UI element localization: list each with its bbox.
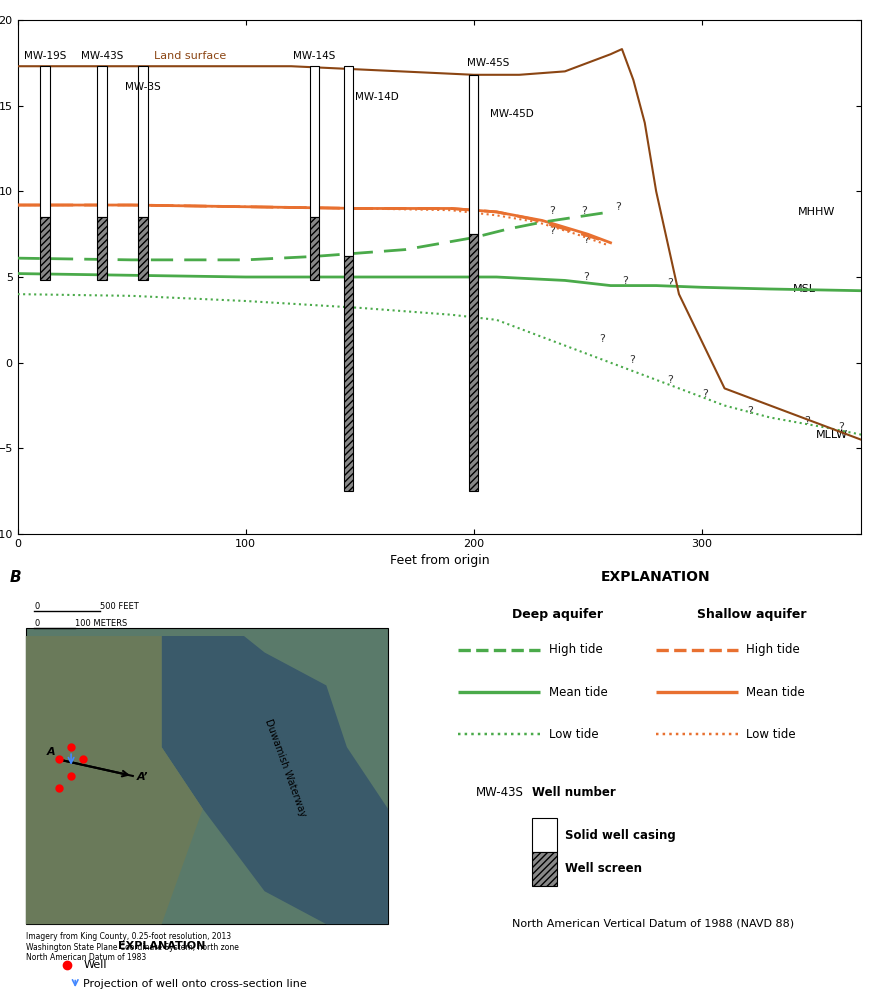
FancyBboxPatch shape <box>531 852 556 885</box>
Text: ?: ? <box>628 354 634 364</box>
Text: B: B <box>10 570 21 585</box>
Text: ?: ? <box>582 272 588 282</box>
Text: ?: ? <box>803 416 810 426</box>
Text: EXPLANATION: EXPLANATION <box>600 570 709 584</box>
Text: ?: ? <box>549 227 554 237</box>
Text: MW-45D: MW-45D <box>489 110 533 120</box>
Bar <box>97 66 106 217</box>
Text: ?: ? <box>701 389 707 399</box>
Bar <box>469 235 478 491</box>
Text: Well: Well <box>83 960 107 970</box>
Text: ?: ? <box>838 421 844 431</box>
FancyBboxPatch shape <box>531 818 556 852</box>
Text: Low tide: Low tide <box>548 728 598 741</box>
Text: ?: ? <box>746 406 752 416</box>
Text: A: A <box>47 748 55 757</box>
Text: A’: A’ <box>137 772 148 782</box>
Text: 500 FEET: 500 FEET <box>100 603 139 612</box>
Text: ?: ? <box>580 206 587 216</box>
Text: Low tide: Low tide <box>745 728 795 741</box>
Text: MW-43S: MW-43S <box>476 786 523 799</box>
Bar <box>309 217 318 280</box>
Text: 0: 0 <box>34 619 40 628</box>
Text: 0: 0 <box>34 603 40 612</box>
Text: Well number: Well number <box>531 786 615 799</box>
Text: ?: ? <box>582 235 588 245</box>
Text: ?: ? <box>615 203 620 213</box>
Bar <box>469 217 478 280</box>
Bar <box>343 66 352 256</box>
Text: Deep aquifer: Deep aquifer <box>511 608 601 621</box>
Text: High tide: High tide <box>548 644 601 657</box>
Bar <box>97 217 106 280</box>
Text: Land surface: Land surface <box>155 51 227 61</box>
Text: ?: ? <box>599 334 604 344</box>
Bar <box>469 75 478 235</box>
Bar <box>309 66 318 217</box>
Text: MW-19S: MW-19S <box>24 51 66 61</box>
Bar <box>139 217 148 280</box>
Bar <box>139 66 148 217</box>
Bar <box>40 217 49 280</box>
Text: MW-14S: MW-14S <box>292 51 335 61</box>
Text: ?: ? <box>666 375 673 385</box>
Text: Mean tide: Mean tide <box>745 686 804 699</box>
Polygon shape <box>162 636 387 924</box>
FancyBboxPatch shape <box>25 628 387 924</box>
Text: Projection of well onto cross-section line: Projection of well onto cross-section li… <box>83 979 306 989</box>
Bar <box>40 66 49 217</box>
Text: Well screen: Well screen <box>565 862 641 875</box>
Text: Imagery from King County, 0.25-foot resolution, 2013
Washington State Plane Coor: Imagery from King County, 0.25-foot reso… <box>25 932 239 962</box>
Text: Duwamish Waterway: Duwamish Waterway <box>263 718 307 818</box>
Text: ?: ? <box>622 275 627 285</box>
Text: Solid well casing: Solid well casing <box>565 828 675 841</box>
Text: MW-3S: MW-3S <box>125 82 161 92</box>
Text: Mean tide: Mean tide <box>548 686 607 699</box>
Bar <box>469 75 478 217</box>
Text: MW-43S: MW-43S <box>81 51 123 61</box>
Text: 100 METERS: 100 METERS <box>76 619 127 628</box>
Text: MSL: MSL <box>792 284 815 294</box>
X-axis label: Feet from origin: Feet from origin <box>389 555 489 568</box>
Text: ?: ? <box>666 277 673 287</box>
Bar <box>343 256 352 491</box>
Text: MW-14D: MW-14D <box>355 92 399 102</box>
Text: MW-45S: MW-45S <box>466 58 508 68</box>
Text: High tide: High tide <box>745 644 799 657</box>
Text: MHHW: MHHW <box>796 207 834 217</box>
Text: Shallow aquifer: Shallow aquifer <box>696 608 805 621</box>
Text: EXPLANATION: EXPLANATION <box>118 940 205 951</box>
Text: North American Vertical Datum of 1988 (NAVD 88): North American Vertical Datum of 1988 (N… <box>511 918 793 928</box>
Polygon shape <box>25 636 203 924</box>
Text: MLLW: MLLW <box>815 430 847 440</box>
Text: ?: ? <box>549 206 554 216</box>
